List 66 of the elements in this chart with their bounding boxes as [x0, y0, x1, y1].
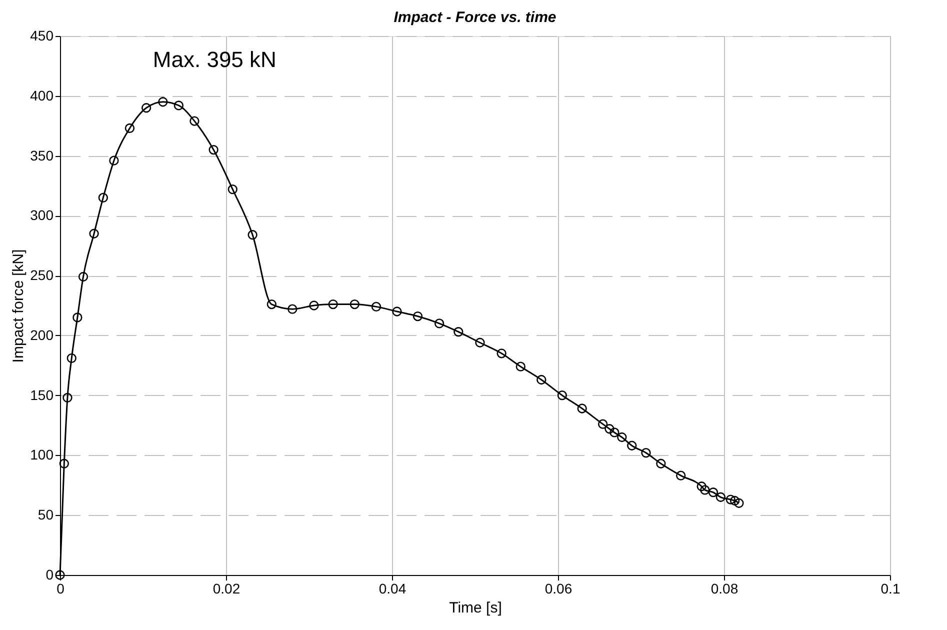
point — [610, 428, 620, 438]
point — [228, 184, 238, 194]
point — [174, 100, 184, 110]
point — [371, 302, 382, 312]
point — [124, 123, 135, 134]
y-tick-label: 250 — [30, 267, 54, 284]
point — [656, 458, 666, 468]
x-tick-label: 0.06 — [544, 580, 572, 596]
point — [598, 419, 608, 429]
point — [141, 103, 152, 113]
y-tick-label: 100 — [30, 446, 54, 463]
point — [734, 498, 744, 508]
point — [98, 192, 108, 203]
point — [708, 488, 718, 498]
y-tick-label: 150 — [30, 386, 54, 403]
point — [536, 374, 546, 385]
point — [62, 392, 72, 403]
point — [627, 440, 637, 450]
point — [392, 306, 402, 316]
y-tick-label: 350 — [30, 147, 54, 164]
point — [248, 230, 258, 240]
point — [266, 299, 276, 310]
point — [350, 299, 360, 310]
point — [288, 304, 298, 314]
point — [641, 448, 651, 458]
x-tick-label: 0.02 — [212, 580, 240, 596]
point — [309, 300, 319, 310]
chart-title: Impact - Force vs. time — [394, 9, 556, 26]
point — [66, 353, 76, 364]
point — [208, 144, 218, 155]
point — [190, 116, 200, 126]
point — [109, 156, 119, 166]
point — [516, 362, 526, 372]
point — [454, 327, 464, 337]
y-axis-title: Impact force [kN] — [10, 249, 28, 363]
y-tick-label: 0 — [46, 566, 54, 582]
y-tick-label: 50 — [38, 506, 54, 523]
point — [59, 458, 69, 468]
y-tick-label: 400 — [30, 87, 54, 104]
point — [700, 485, 710, 495]
point — [328, 299, 338, 310]
point — [577, 404, 587, 414]
point — [412, 311, 423, 322]
point — [475, 338, 485, 348]
point — [617, 432, 627, 442]
point — [496, 348, 506, 358]
y-tick-label: 300 — [30, 207, 54, 224]
point — [604, 424, 614, 434]
x-tick-label: 0 — [56, 580, 65, 596]
point — [72, 312, 82, 322]
point — [78, 272, 88, 282]
x-tick-label: 0.08 — [710, 580, 738, 596]
point — [434, 318, 444, 328]
x-axis-title: Time [s] — [449, 600, 502, 616]
point — [726, 494, 736, 504]
point — [696, 482, 706, 492]
y-tick-label: 200 — [30, 326, 54, 343]
point — [89, 228, 99, 238]
y-tick-label: 450 — [30, 28, 54, 44]
point — [158, 97, 168, 107]
point — [716, 492, 726, 502]
point — [557, 390, 567, 400]
annotation: Max. 395 kN — [152, 46, 276, 72]
x-tick-label: 0.04 — [378, 580, 406, 596]
x-tick-label: 0.1 — [880, 580, 900, 596]
point — [676, 470, 686, 480]
